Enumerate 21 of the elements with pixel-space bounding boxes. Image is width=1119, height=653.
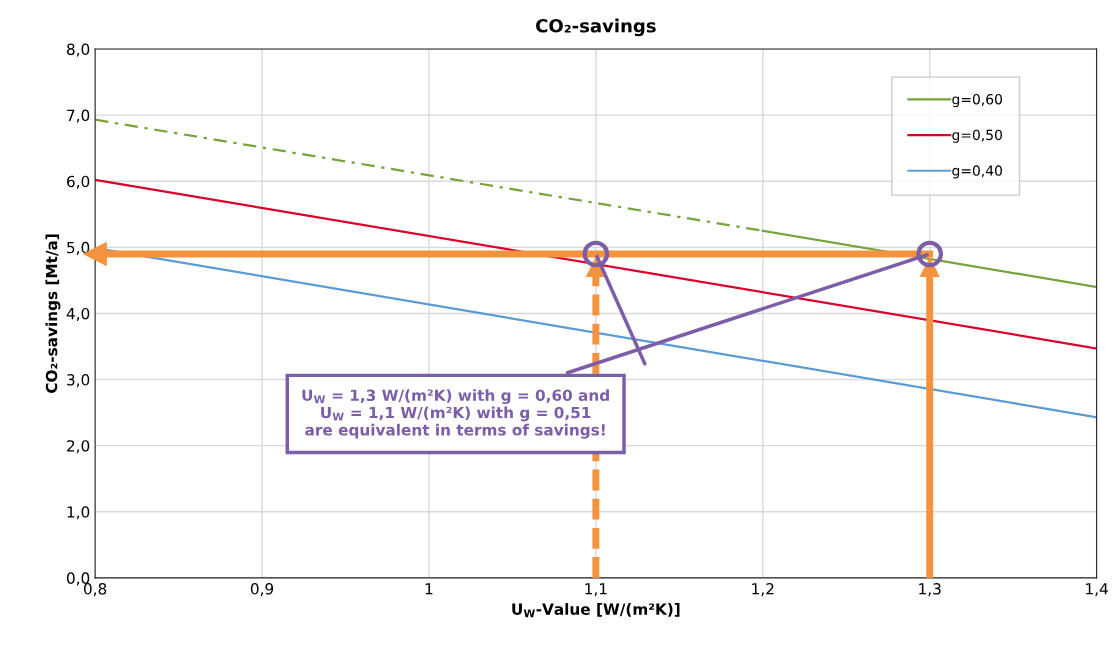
y-tick-label: 4,0 bbox=[66, 307, 90, 322]
annotation: U$_{W}$ = 1,3 W/(m²K) with g = 0,60 and U$_{W}$ = 1,1 W/(m²K) with g = 0,51 are equivalent in terms of savings! bbox=[302, 389, 609, 439]
y-tick-label: 2,0 bbox=[67, 440, 90, 454]
y-tick-label: 6,0 bbox=[67, 175, 90, 189]
legend-label: g=0,60 bbox=[952, 93, 1002, 108]
x-tick-label: 1,3 bbox=[919, 583, 941, 597]
x-tick-label: 1,4 bbox=[1086, 583, 1108, 597]
y-axis-title: CO₂-savings [Mt/a] bbox=[45, 234, 61, 393]
y-tick-label: 8,0 bbox=[66, 43, 90, 57]
y-tick-label: 7,0 bbox=[67, 109, 90, 123]
chart-title: CO₂-savings bbox=[536, 18, 656, 37]
x-tick-label: 0,9 bbox=[250, 583, 274, 597]
x-tick-label: 1 bbox=[425, 583, 433, 595]
y-tick-label: 5,0 bbox=[67, 241, 90, 255]
y-tick-label: 1,0 bbox=[67, 506, 90, 520]
x-tick-label: 1,1 bbox=[585, 583, 607, 597]
y-tick-label: 3,0 bbox=[67, 374, 90, 388]
x-tick-label: 1,2 bbox=[752, 583, 774, 597]
legend-label: g=0,50 bbox=[952, 129, 1002, 143]
x-axis-title: U$_{W}$-Value [W/(m²K)] bbox=[512, 603, 680, 618]
legend-label: g=0,40 bbox=[952, 165, 1002, 179]
